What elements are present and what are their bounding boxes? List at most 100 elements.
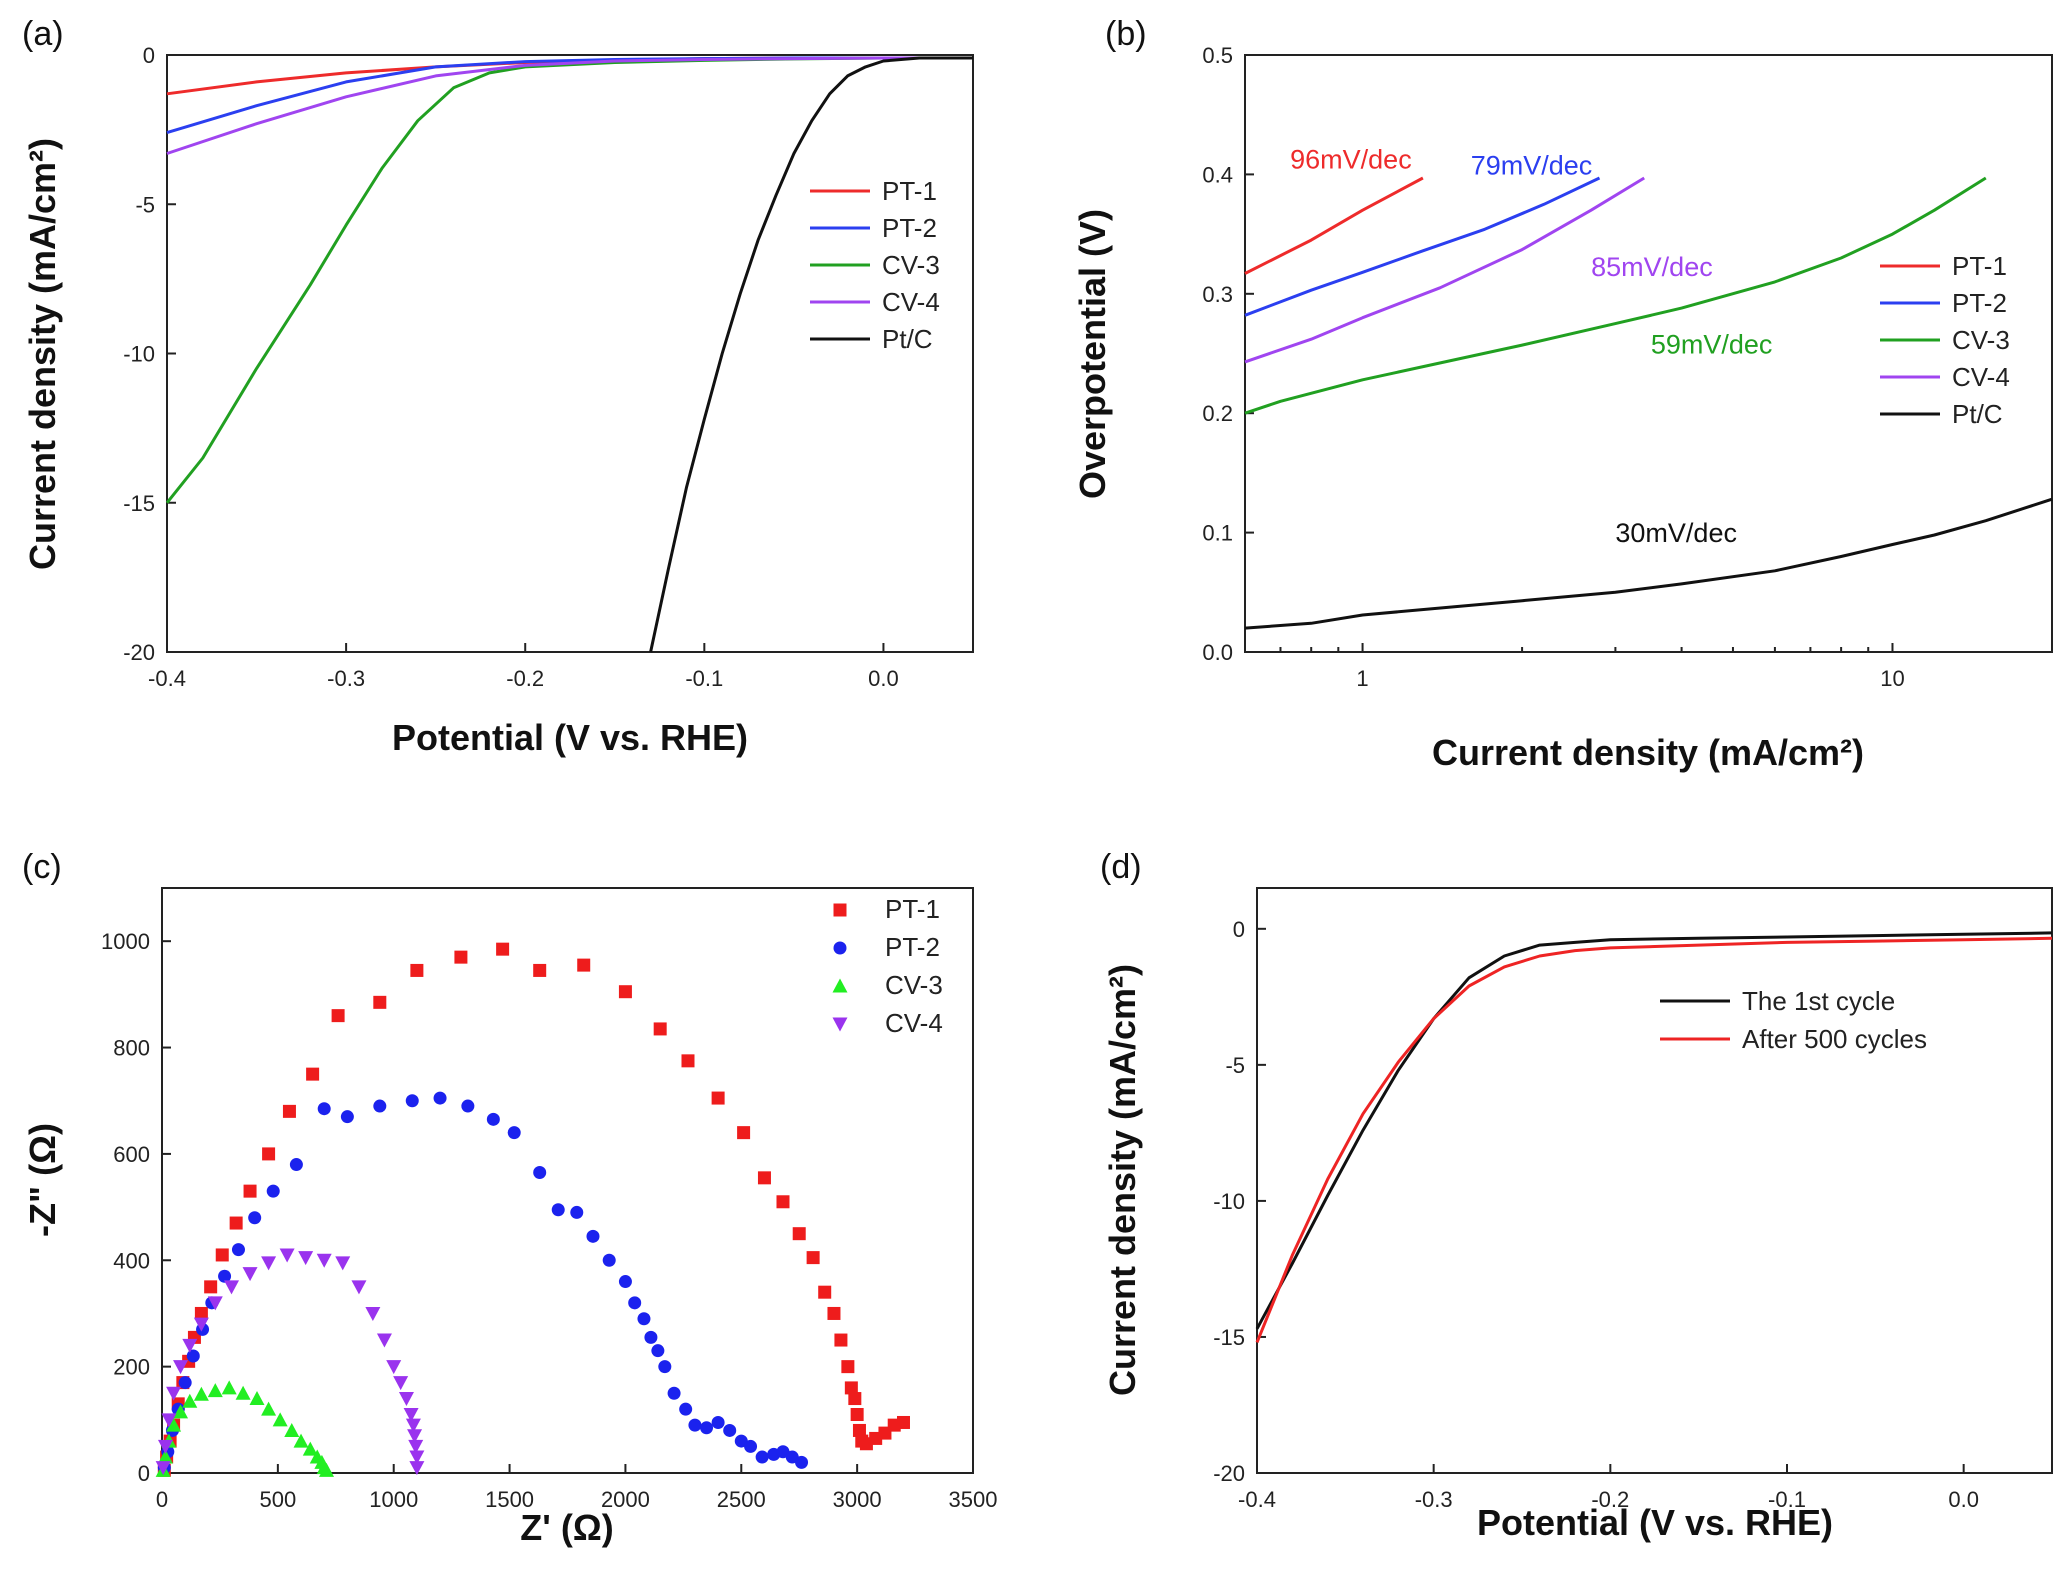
point-pt-1	[410, 963, 424, 977]
point-pt-1	[306, 1067, 320, 1081]
point-cv-4	[157, 1439, 173, 1454]
y-tick-label: -20	[1213, 1461, 1245, 1486]
point-cv-4	[155, 1461, 171, 1476]
point-cv-3	[319, 1462, 335, 1477]
point-cv-4	[409, 1450, 425, 1465]
x-tick-label: 3000	[833, 1487, 882, 1512]
point-cv-4	[365, 1306, 381, 1321]
x-tick-label: 10	[1880, 666, 1904, 691]
point-pt-2	[178, 1376, 192, 1390]
point-cv-4	[398, 1392, 414, 1407]
point-cv-4	[376, 1333, 392, 1348]
point-pt-2	[218, 1269, 232, 1283]
legend-label-pt-1: PT-1	[885, 894, 940, 924]
point-pt-1	[792, 1227, 806, 1241]
legend-label-pt-2: PT-2	[885, 932, 940, 962]
point-pt-2	[317, 1102, 331, 1116]
x-tick-label: 2000	[601, 1487, 650, 1512]
y-tick-label: -15	[123, 491, 155, 516]
series-line-the-1st-cycle	[1255, 931, 2053, 1330]
series-line-cv-4	[1244, 176, 1645, 364]
point-pt-2	[586, 1229, 600, 1243]
x-tick-label: 500	[259, 1487, 296, 1512]
point-pt-1	[577, 958, 591, 972]
point-pt-2	[723, 1423, 737, 1437]
point-pt-1	[282, 1104, 296, 1118]
point-pt-1	[806, 1251, 820, 1265]
point-pt-2	[644, 1330, 658, 1344]
point-pt-2	[533, 1166, 547, 1180]
point-cv-3	[193, 1386, 209, 1401]
point-cv-3	[235, 1385, 251, 1400]
y-tick-label: -10	[123, 342, 155, 367]
point-cv-4	[405, 1418, 421, 1433]
y-tick-label: 0.3	[1202, 282, 1233, 307]
point-cv-3	[284, 1422, 300, 1437]
x-axis-title: Potential (V vs. RHE)	[1477, 1502, 1833, 1543]
series-line-pt-1	[1244, 176, 1424, 275]
legend-marker-cv-4	[832, 1017, 848, 1032]
point-pt-1	[841, 1360, 855, 1374]
legend-label-cv-3: CV-3	[885, 970, 943, 1000]
point-cv-4	[298, 1251, 314, 1266]
point-pt-2	[266, 1184, 280, 1198]
point-pt-2	[667, 1386, 681, 1400]
point-cv-4	[386, 1360, 402, 1375]
point-pt-1	[681, 1054, 695, 1068]
point-pt-1	[215, 1248, 229, 1262]
y-tick-label: 0.5	[1202, 43, 1233, 68]
x-tick-label: -0.3	[1415, 1487, 1453, 1512]
plot-frame	[1256, 887, 2053, 1474]
y-tick-label: -10	[1213, 1189, 1245, 1214]
point-pt-1	[204, 1280, 218, 1294]
y-tick-label: 0.0	[1202, 640, 1233, 665]
x-tick-label: -0.2	[506, 666, 544, 691]
y-tick-label: 400	[113, 1248, 150, 1273]
series-line-pt-2	[1244, 176, 1601, 317]
x-tick-label: 0	[156, 1487, 168, 1512]
legend-label-pt-1: PT-1	[1952, 251, 2007, 281]
point-cv-3	[207, 1383, 223, 1398]
point-pt-1	[896, 1415, 910, 1429]
panel-d-label: (d)	[1100, 848, 1142, 886]
point-pt-2	[551, 1203, 565, 1217]
point-pt-2	[340, 1110, 354, 1124]
point-cv-4	[403, 1408, 419, 1422]
point-pt-2	[570, 1205, 584, 1219]
x-tick-label: 0.0	[868, 666, 899, 691]
series-line-cv-3	[165, 56, 973, 504]
y-tick-label: 600	[113, 1142, 150, 1167]
x-axis-title: Z' (Ω)	[520, 1507, 613, 1548]
point-pt-1	[827, 1306, 841, 1320]
x-axis-title: Potential (V vs. RHE)	[392, 717, 748, 758]
legend-label-cv-3: CV-3	[882, 250, 940, 280]
point-pt-2	[486, 1112, 500, 1126]
point-cv-4	[407, 1429, 423, 1444]
point-pt-1	[818, 1285, 832, 1299]
point-pt-2	[618, 1275, 632, 1289]
point-cv-4	[224, 1280, 240, 1295]
legend-marker-pt-1	[833, 903, 847, 917]
point-pt-2	[628, 1296, 642, 1310]
point-cv-4	[408, 1439, 424, 1454]
legend-marker-pt-2	[833, 941, 847, 955]
point-cv-3	[249, 1391, 265, 1406]
legend-label-cv-4: CV-4	[885, 1008, 943, 1038]
point-pt-2	[461, 1099, 475, 1113]
y-tick-label: 0.1	[1202, 521, 1233, 546]
point-cv-4	[261, 1256, 277, 1271]
point-cv-3	[261, 1401, 277, 1416]
point-pt-2	[651, 1344, 665, 1358]
point-cv-4	[335, 1256, 351, 1271]
point-pt-1	[653, 1022, 667, 1036]
point-pt-2	[433, 1091, 447, 1105]
point-cv-4	[351, 1280, 367, 1295]
series-line-pt-c	[649, 56, 973, 653]
point-pt-1	[262, 1147, 276, 1161]
point-cv-3	[182, 1393, 198, 1408]
point-cv-4	[279, 1248, 295, 1263]
series-line-cv-3	[1244, 176, 1987, 415]
series-line-pt-c	[1244, 497, 2053, 630]
point-pt-2	[688, 1418, 702, 1432]
